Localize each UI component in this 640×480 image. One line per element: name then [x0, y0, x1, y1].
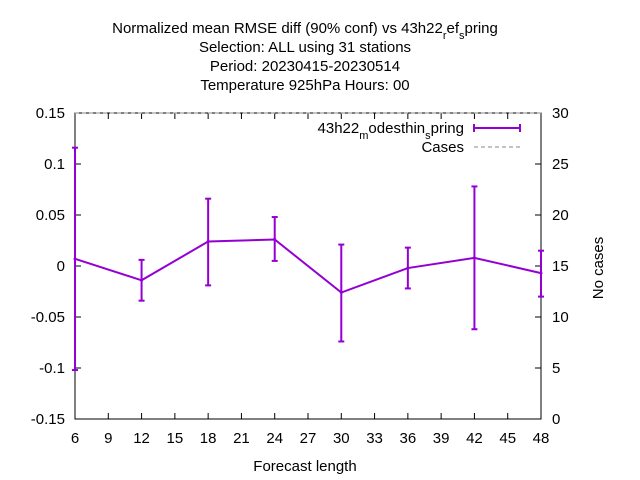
- data-point: [273, 237, 277, 241]
- y-axis: 0.15 0.1 0.05 0 -0.05 -0.1 -0.15: [31, 105, 81, 428]
- x-axis-label: Forecast length: [253, 458, 356, 475]
- x-tick-label: 15: [167, 430, 184, 447]
- data-point: [73, 257, 77, 261]
- chart-title-line-4: Temperature 925hPa Hours: 00: [200, 77, 409, 94]
- data-point: [406, 266, 410, 270]
- y2-tick-label: 5: [552, 360, 560, 377]
- x-tick-label: 42: [466, 430, 483, 447]
- x-tick-label: 30: [333, 430, 350, 447]
- series-layer: [72, 112, 544, 372]
- chart-title-line-3: Period: 20230415-20230514: [210, 58, 400, 75]
- legend-entry-series: 43h22modesthinspring: [318, 120, 521, 142]
- x-tick-label: 6: [71, 430, 79, 447]
- x-tick-label: 21: [233, 430, 250, 447]
- x-tick-label: 33: [366, 430, 383, 447]
- legend-entry-cases: Cases: [421, 139, 520, 156]
- y2-axis-label: No cases: [590, 237, 607, 300]
- data-point: [539, 271, 543, 275]
- y-tick-label: -0.05: [31, 309, 65, 326]
- x-tick-label: 45: [499, 430, 516, 447]
- y-tick-label: -0.15: [31, 411, 65, 428]
- x-tick-label: 12: [133, 430, 150, 447]
- x-tick-label: 48: [533, 430, 550, 447]
- legend-label: Cases: [421, 139, 464, 156]
- data-point: [206, 240, 210, 244]
- x-tick-label: 36: [400, 430, 417, 447]
- y-tick-label: 0: [57, 258, 65, 275]
- chart-title-line-2: Selection: ALL using 31 stations: [199, 39, 411, 56]
- legend-label: 43h22modesthinspring: [318, 120, 464, 142]
- y2-tick-label: 15: [552, 258, 569, 275]
- series-line: [74, 238, 542, 294]
- x-tick-label: 18: [200, 430, 217, 447]
- y-tick-label: -0.1: [39, 360, 65, 377]
- y-tick-label: 0.15: [36, 105, 65, 122]
- data-point: [339, 291, 343, 295]
- y2-tick-label: 0: [552, 411, 560, 428]
- y2-tick-label: 30: [552, 105, 569, 122]
- y-tick-label: 0.1: [44, 156, 65, 173]
- data-point: [140, 278, 144, 282]
- x-axis: 6 9 12 15 18 21 24 27 30 33 36 39 42 45 48: [71, 113, 550, 447]
- x-tick-label: 27: [300, 430, 317, 447]
- y2-tick-label: 10: [552, 309, 569, 326]
- y2-tick-label: 20: [552, 207, 569, 224]
- y-tick-label: 0.05: [36, 207, 65, 224]
- data-point: [472, 256, 476, 260]
- x-tick-label: 24: [266, 430, 283, 447]
- y2-tick-label: 25: [552, 156, 569, 173]
- x-tick-label: 39: [433, 430, 450, 447]
- chart-title-line-1: Normalized mean RMSE diff (90% conf) vs …: [112, 20, 498, 42]
- x-tick-label: 9: [104, 430, 112, 447]
